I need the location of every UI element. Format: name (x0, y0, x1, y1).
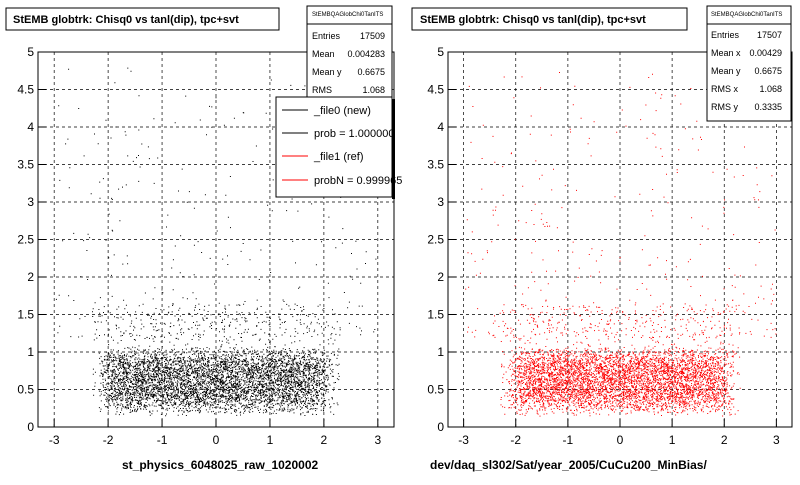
right-stats-entries-label: Entries (711, 30, 740, 40)
left-title-box (5, 7, 280, 31)
y-tick-label: 0.5 (17, 383, 34, 397)
right-pad: -3 -2 -1 0 1 2 3 0 0.5 1 1.5 2 2.5 3 3.5 4 4.5 5 StEMB gl… (411, 5, 793, 472)
right-stats-rmsy-label: RMS y (711, 102, 739, 112)
left-stats-entries: 17509 (360, 31, 385, 41)
right-stats-entries: 17507 (757, 30, 782, 40)
x-tick-label: 1 (267, 433, 274, 447)
right-title: StEMB globtrk: Chisq0 vs tanl(dip), tpc+… (420, 14, 646, 26)
right-stats-rmsx: 1.068 (759, 84, 782, 94)
right-axis-ticks: -3 -2 -1 0 1 2 3 0 0.5 1 1.5 2 2.5 3 3.5 4 4.5 5 (427, 45, 780, 447)
x-tick-label: 1 (669, 433, 676, 447)
right-title-box (411, 7, 688, 31)
y-tick-label: 3.5 (427, 158, 444, 172)
left-pad: -3 -2 -1 0 1 2 3 0 0.5 1 1.5 2 2.5 3 3.5 4 4.5 5 StEMB gl… (5, 5, 402, 472)
left-stats-rms: 1.068 (362, 85, 385, 95)
x-tick-label: -3 (49, 433, 60, 447)
left-stats-box: StEMBQAGlobChi0TanITS Entries 17509 Mean… (306, 5, 393, 101)
y-tick-label: 1.5 (427, 308, 444, 322)
right-stats-rmsx-label: RMS x (711, 84, 739, 94)
y-tick-label: 4 (27, 120, 34, 134)
right-stats-title: StEMBQAGlobChi0TanITS (711, 12, 782, 18)
legend-entry-file1: _file1 (ref) (282, 151, 364, 163)
y-tick-label: 0.5 (427, 383, 444, 397)
left-stats-entries-label: Entries (312, 31, 341, 41)
y-tick-label: 0 (27, 420, 34, 434)
x-tick-label: 3 (773, 433, 780, 447)
left-stats-mean: 0.004283 (347, 49, 385, 59)
y-tick-label: 3.5 (17, 158, 34, 172)
left-stats-rms-label: RMS (312, 85, 332, 95)
x-tick-label: 3 (374, 433, 381, 447)
y-tick-label: 4.5 (17, 83, 34, 97)
legend-entry-file0: _file0 (new) (282, 105, 371, 117)
y-tick-label: 4.5 (427, 83, 444, 97)
right-stats-meanx-label: Mean x (711, 48, 741, 58)
y-tick-label: 2 (27, 270, 34, 284)
svg-text:probN = 0.999965: probN = 0.999965 (314, 175, 402, 187)
x-tick-label: -3 (458, 433, 469, 447)
left-stats-meany: 0.6675 (357, 67, 385, 77)
right-stats-meany: 0.6675 (754, 66, 782, 76)
right-stats-meanx: 0.00429 (749, 48, 782, 58)
x-tick-label: 2 (321, 433, 328, 447)
left-axis-ticks: -3 -2 -1 0 1 2 3 0 0.5 1 1.5 2 2.5 3 3.5 4 4.5 5 (17, 45, 381, 447)
y-tick-label: 1.5 (17, 308, 34, 322)
right-stats-rmsy: 0.3335 (754, 102, 782, 112)
y-tick-label: 4 (437, 120, 444, 134)
right-stats-meany-label: Mean y (711, 66, 741, 76)
x-tick-label: 0 (617, 433, 624, 447)
x-tick-label: 2 (721, 433, 728, 447)
y-tick-label: 1 (27, 345, 34, 359)
x-tick-label: 0 (213, 433, 220, 447)
y-tick-label: 3 (437, 195, 444, 209)
y-tick-label: 2.5 (427, 233, 444, 247)
x-tick-label: -1 (563, 433, 574, 447)
svg-text:_file1 (ref): _file1 (ref) (313, 151, 364, 163)
y-tick-label: 5 (437, 45, 444, 59)
left-stats-title: StEMBQAGlobChi0TanITS (312, 12, 383, 18)
y-tick-label: 0 (437, 420, 444, 434)
left-legend: _file0 (new) prob = 1.000000 _file1 (ref… (275, 96, 402, 199)
svg-text:prob = 1.000000: prob = 1.000000 (314, 128, 394, 140)
legend-entry-prob: prob = 1.000000 (282, 128, 394, 140)
right-x-axis-title: dev/daq_sl302/Sat/year_2005/CuCu200_MinB… (430, 458, 707, 472)
y-tick-label: 5 (27, 45, 34, 59)
x-tick-label: -1 (157, 433, 168, 447)
left-x-axis-title: st_physics_6048025_raw_1020002 (122, 458, 318, 472)
right-stats-box: StEMBQAGlobChi0TanITS Entries 17507 Mean… (706, 5, 792, 122)
x-tick-label: -2 (510, 433, 521, 447)
left-title: StEMB globtrk: Chisq0 vs tanl(dip), tpc+… (13, 14, 239, 26)
x-tick-label: -2 (103, 433, 114, 447)
svg-text:_file0 (new): _file0 (new) (313, 105, 371, 117)
y-tick-label: 1 (437, 345, 444, 359)
y-tick-label: 2 (437, 270, 444, 284)
legend-entry-probn: probN = 0.999965 (282, 175, 402, 187)
left-stats-mean-label: Mean (312, 49, 335, 59)
left-stats-meany-label: Mean y (312, 67, 342, 77)
y-tick-label: 3 (27, 195, 34, 209)
y-tick-label: 2.5 (17, 233, 34, 247)
